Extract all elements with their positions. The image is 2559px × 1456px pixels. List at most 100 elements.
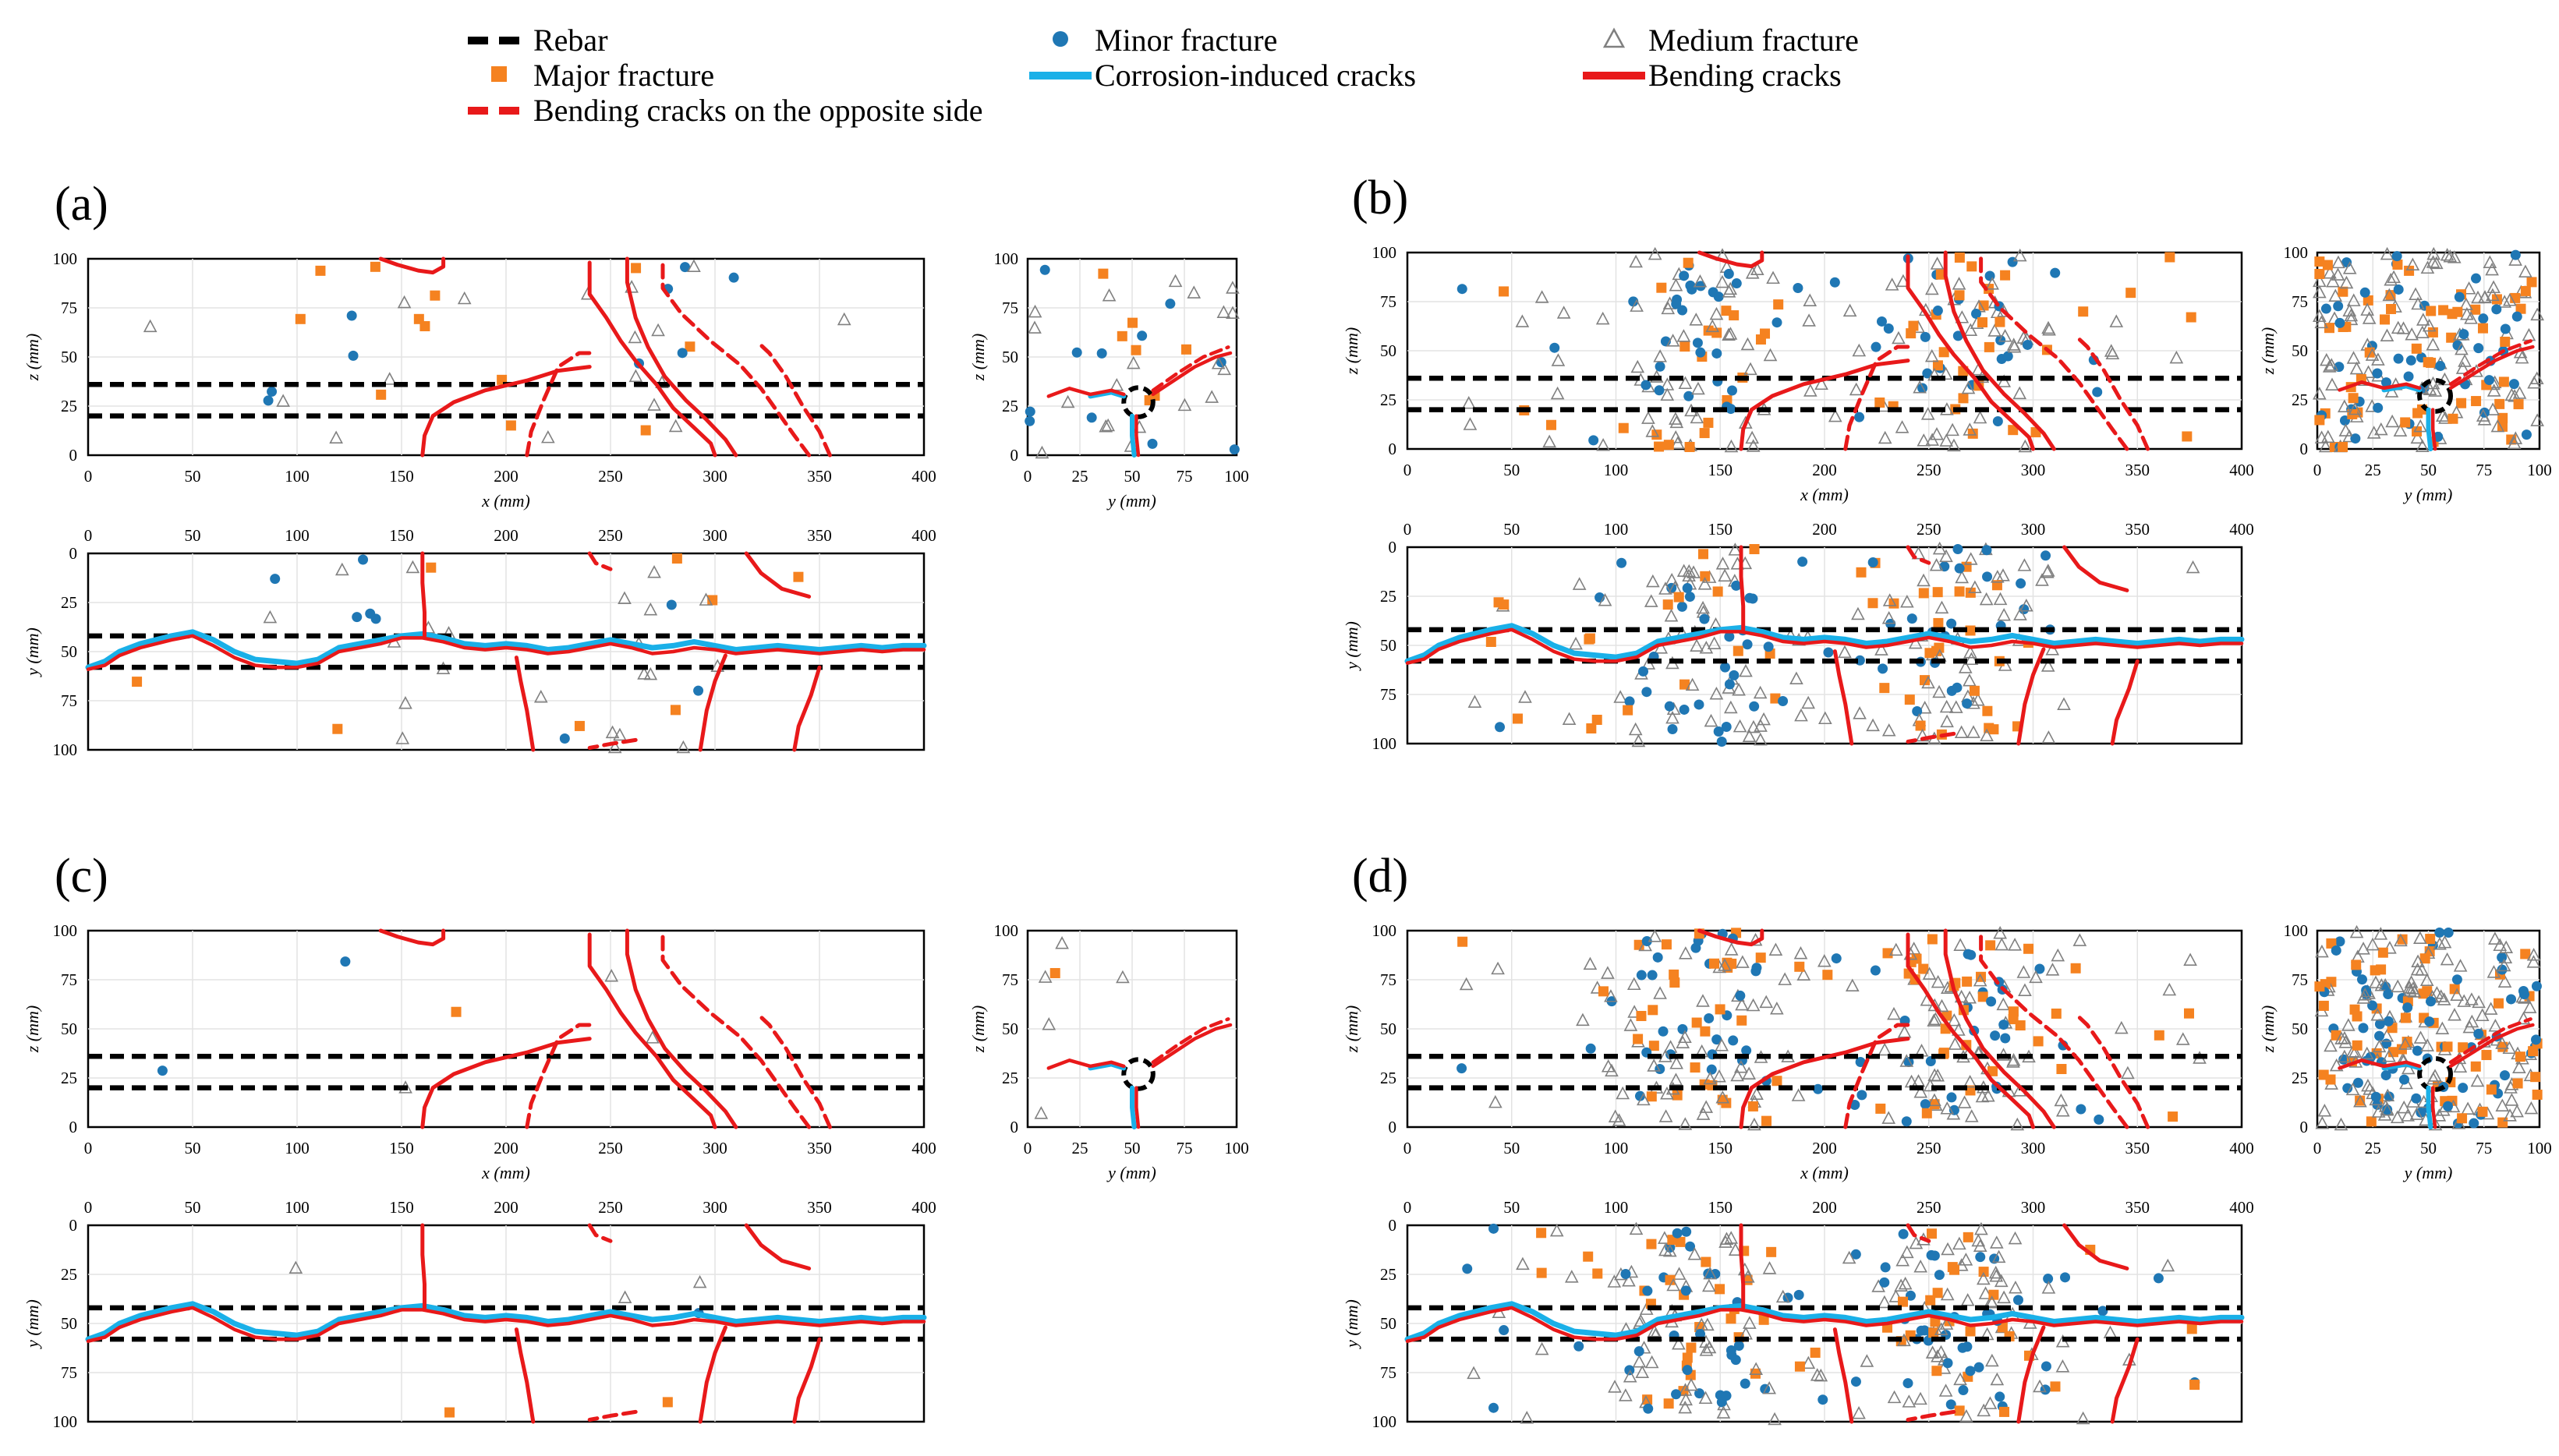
xy-point — [1982, 705, 1993, 716]
xz-point — [1658, 1026, 1669, 1037]
xy-point — [1685, 1241, 1696, 1252]
xz-point — [2042, 322, 2056, 336]
xy-point — [426, 562, 437, 573]
yz-point — [2393, 284, 2404, 295]
xz-point — [1595, 311, 1610, 325]
yz-point — [2338, 1035, 2353, 1048]
xy-point — [1724, 631, 1735, 642]
xz-point — [1892, 330, 1906, 345]
xy-point — [1932, 1288, 1943, 1299]
yz-point — [2334, 317, 2345, 328]
legend-label: Bending cracks — [1648, 58, 1842, 93]
xz-point — [2018, 439, 2033, 453]
xy-cracks — [1404, 545, 2245, 746]
yz-point — [2352, 1040, 2363, 1051]
yz-point — [1131, 345, 1141, 355]
yz-xtick: 50 — [1124, 1139, 1141, 1157]
xy-point — [1624, 1365, 1635, 1376]
xy-point — [2097, 1306, 2108, 1316]
xz-point — [1990, 1030, 2001, 1041]
xy-ylabel: y (mm) — [1342, 1299, 1361, 1349]
xy-point — [2012, 1295, 2023, 1306]
yz-point — [2331, 945, 2341, 956]
xz-point — [1690, 410, 1704, 424]
yz-point — [2403, 371, 2414, 382]
bending-crack-opposite — [1906, 545, 1931, 565]
yz-xlabel: y (mm) — [1106, 491, 1156, 511]
xz-xtick: 50 — [185, 467, 201, 486]
yz-xtick: 75 — [1177, 1139, 1193, 1157]
bending-crack-opposite — [755, 1011, 832, 1129]
yz-point — [2491, 294, 2502, 305]
yz-point — [2458, 354, 2472, 367]
yz-points — [2314, 924, 2543, 1131]
xz-point — [1456, 284, 1467, 295]
xy-point — [559, 733, 570, 744]
xz-zlabel: z (mm) — [1342, 1005, 1361, 1054]
xy-point — [1753, 732, 1768, 746]
yz-point — [2348, 401, 2363, 415]
xz-point — [1623, 1018, 1638, 1031]
yz-point — [2434, 928, 2445, 938]
yz-point — [2497, 958, 2511, 972]
xz-point — [1660, 1086, 1674, 1100]
yz-point — [1071, 347, 1082, 358]
xz-point — [1457, 936, 1468, 947]
xy-point — [1993, 592, 2008, 606]
xz-point — [348, 350, 359, 361]
xz-xtick: 250 — [1917, 1139, 1941, 1157]
xz-point — [1684, 441, 1695, 452]
yz-point — [2373, 422, 2388, 436]
yz-xtick: 25 — [1072, 1139, 1088, 1157]
xz-point — [628, 330, 642, 344]
legend-item-medium: Medium fracture — [1602, 23, 1859, 58]
xy-point — [1988, 1289, 1999, 1300]
yz-ytick: 0 — [2300, 440, 2309, 458]
xz-point — [1658, 1109, 1673, 1122]
xz-point — [1966, 261, 1977, 272]
yz-point — [2440, 952, 2455, 966]
legend-item-corrosion: Corrosion-induced cracks — [1029, 58, 1416, 93]
xz-point — [1881, 1111, 1896, 1124]
yz-point — [2405, 355, 2416, 366]
xz-xtick: 200 — [1812, 1139, 1837, 1157]
yz-point — [2346, 293, 2361, 306]
xz-point — [1678, 1117, 1693, 1130]
yz-point — [2428, 1069, 2442, 1082]
xy-point — [1768, 1412, 1782, 1426]
xy-ylabel: y (mm) — [1342, 621, 1361, 671]
bending-crack-opposite — [2448, 1017, 2532, 1065]
xy-point — [1485, 636, 1496, 647]
xz-point — [2121, 1065, 2135, 1080]
xz-point — [1971, 308, 1982, 319]
xy-point — [1917, 701, 1932, 714]
yz-point — [2396, 321, 2411, 334]
xy-point — [1724, 679, 1735, 690]
yz-point — [2425, 934, 2436, 945]
xz-plot: 0 50 100 150 200 250 300 350 400 0 25 50 75 100 x (mm)… — [23, 921, 936, 1182]
yz-point — [2383, 989, 2394, 1000]
xz-point — [1459, 977, 1474, 991]
xy-point — [270, 574, 281, 585]
xy-point — [1732, 682, 1746, 696]
xz-point — [1930, 426, 1944, 440]
yz-point — [2373, 927, 2388, 940]
xz-point — [1696, 1107, 1711, 1120]
xz-point — [1699, 1100, 1714, 1113]
xz-point — [1695, 347, 1706, 358]
yz-point — [2484, 375, 2495, 386]
xy-point — [1679, 704, 1690, 715]
xy-point — [1927, 1228, 1938, 1239]
yz-plot: 0 25 50 75 100 0 25 50 75 100 y (mm) z (mm) — [968, 921, 1249, 1182]
xy-point — [332, 723, 343, 734]
yz-zlabel: z (mm) — [968, 334, 988, 382]
xy-point — [1760, 1384, 1771, 1394]
yz-ytick: 100 — [994, 249, 1019, 268]
xz-xtick: 300 — [703, 467, 727, 486]
xy-point — [1716, 1405, 1731, 1419]
yz-point — [2473, 1028, 2484, 1039]
yz-point — [2440, 248, 2455, 261]
yz-point — [2448, 1008, 2462, 1021]
xy-point — [1946, 618, 1957, 629]
xz-xtick: 150 — [1708, 461, 1733, 479]
